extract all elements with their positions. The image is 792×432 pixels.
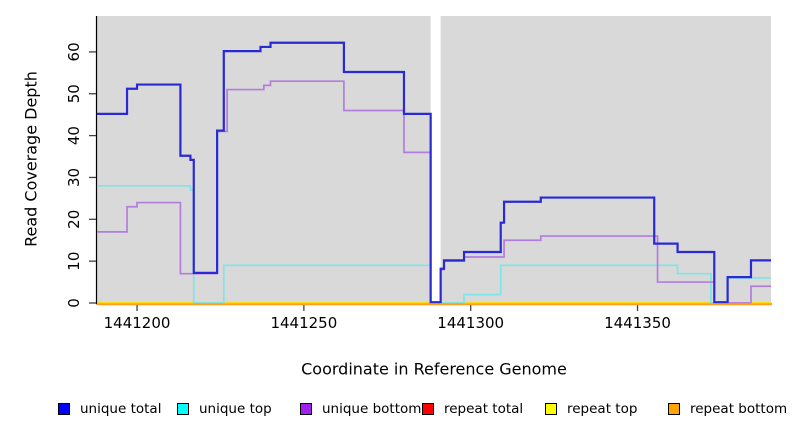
x-tick-label: 1441300 <box>437 314 504 332</box>
x-tick-label: 1441200 <box>104 314 171 332</box>
y-axis-title: Read Coverage Depth <box>21 71 41 247</box>
y-tick-label: 0 <box>65 298 83 308</box>
x-tick-label: 1441350 <box>604 314 671 332</box>
x-axis-title: Coordinate in Reference Genome <box>301 359 567 379</box>
y-tick-label: 30 <box>65 168 83 187</box>
x-tick-label: 1441250 <box>270 314 337 332</box>
y-tick-label: 10 <box>65 252 83 271</box>
y-tick-label: 40 <box>65 126 83 145</box>
series-line-unique-total <box>97 41 771 304</box>
y-tick-label: 60 <box>65 42 83 61</box>
no-data-gap <box>430 14 441 303</box>
y-tick-label: 20 <box>65 210 83 229</box>
y-tick-label: 50 <box>65 84 83 103</box>
series-line-unique-bottom <box>97 80 771 304</box>
